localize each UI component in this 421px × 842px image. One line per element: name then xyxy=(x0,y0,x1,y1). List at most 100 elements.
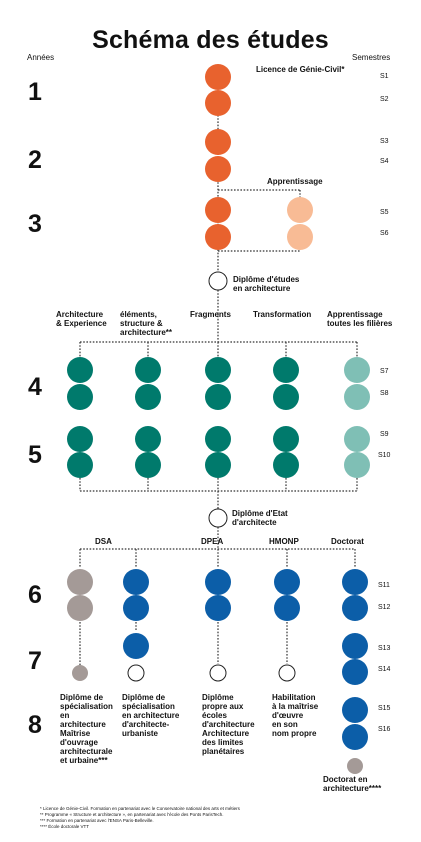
semester-dot-doctorat xyxy=(342,724,368,750)
semester-dot-apprentissage-master xyxy=(344,426,370,452)
semester-dot-master xyxy=(67,384,93,410)
semester-s6: S6 xyxy=(380,230,389,237)
semester-s5: S5 xyxy=(380,209,389,216)
outcome-hmonp: Habilitation à la maîtrise d'œuvre en son no… xyxy=(272,693,319,738)
semester-dot-doctorat xyxy=(342,697,368,723)
track-dpea: DPEA xyxy=(201,537,224,546)
semester-s3: S3 xyxy=(380,138,389,145)
semester-dot-doctorat xyxy=(342,659,368,685)
year-2: 2 xyxy=(28,146,42,174)
semesters-header: Semestres xyxy=(352,53,391,62)
semester-dot-master xyxy=(67,357,93,383)
footnote-3: *** Formation en partenariat avec l'ENSA… xyxy=(40,818,154,823)
semester-dot-doctorat xyxy=(342,595,368,621)
semester-dot-dsa-urbaniste xyxy=(123,595,149,621)
semester-dot-doctorat xyxy=(342,569,368,595)
semester-s10: S10 xyxy=(378,452,391,459)
year-6: 6 xyxy=(28,581,42,609)
page-title: Schéma des études xyxy=(92,26,329,54)
track-architecture-experience: Architecture & Experience xyxy=(56,310,107,328)
semester-dot-master xyxy=(135,384,161,410)
semester-s8: S8 xyxy=(380,390,389,397)
semester-s15: S15 xyxy=(378,705,391,712)
semester-dot-apprentissage xyxy=(287,224,313,250)
semester-dot-master xyxy=(135,452,161,478)
outcome-circle-hmonp xyxy=(278,664,296,682)
semester-dot-master xyxy=(135,357,161,383)
semester-dot-licence xyxy=(205,224,231,250)
semester-s4: S4 xyxy=(380,158,389,165)
outcome-dot-doctorat xyxy=(347,758,363,774)
semester-dot-master xyxy=(205,452,231,478)
semester-dot-master xyxy=(273,452,299,478)
track-hmonp: HMONP xyxy=(269,537,299,546)
outcome-dsa-urbaniste: Diplôme de spécialisation en architecture d… xyxy=(122,693,180,738)
semester-dot-master xyxy=(273,426,299,452)
semester-s13: S13 xyxy=(378,645,391,652)
semester-dot-master xyxy=(67,426,93,452)
year-8: 8 xyxy=(28,711,42,739)
semester-dot-master xyxy=(205,384,231,410)
semester-s9: S9 xyxy=(380,431,389,438)
year-7: 7 xyxy=(28,647,42,675)
track-dsa: DSA xyxy=(95,537,112,546)
diplome-etudes-label: Diplôme d'études en architecture xyxy=(233,275,300,293)
semester-dot-master xyxy=(205,426,231,452)
footnote-4: **** École doctorale VTT xyxy=(40,824,90,829)
year-5: 5 xyxy=(28,441,42,469)
footnote-2: ** Programme « Structure et architecture… xyxy=(40,812,224,817)
semester-dot-dpea xyxy=(205,595,231,621)
outcome-dpea: Diplôme propre aux écoles d'architecture Arc… xyxy=(202,693,255,756)
year-3: 3 xyxy=(28,210,42,238)
outcome-doctorat: Doctorat en architecture**** xyxy=(323,775,382,793)
semester-s12: S12 xyxy=(378,604,391,611)
semester-dot-dpea xyxy=(205,569,231,595)
semester-dot-licence xyxy=(205,64,231,90)
outcome-circle-dsa-urbaniste xyxy=(127,664,145,682)
outcome-dsa-maitrise: Diplôme de spécialisation en architecture Ma… xyxy=(60,693,113,765)
years-header: Années xyxy=(27,53,55,62)
semester-dot-hmonp xyxy=(274,595,300,621)
diploma-etat-circle xyxy=(208,508,228,528)
diploma-etudes-circle xyxy=(208,271,228,291)
semester-dot-master xyxy=(135,426,161,452)
outcome-dot-dsa xyxy=(72,665,88,681)
semester-dot-licence xyxy=(205,197,231,223)
year-4: 4 xyxy=(28,373,42,401)
semester-s11: S11 xyxy=(378,582,390,589)
semester-s2: S2 xyxy=(380,96,389,103)
outcome-circle-dpea xyxy=(209,664,227,682)
semester-dot-master xyxy=(205,357,231,383)
semester-dot-dsa-urbaniste xyxy=(123,569,149,595)
semester-dot-master xyxy=(67,452,93,478)
semester-dot-apprentissage-master xyxy=(344,384,370,410)
semester-s14: S14 xyxy=(378,666,391,673)
track-fragments: Fragments xyxy=(190,310,231,319)
track-apprentissage-master: Apprentissage toutes les filières xyxy=(327,310,393,328)
semester-dot-master xyxy=(273,357,299,383)
year-1: 1 xyxy=(28,78,42,106)
licence-label: Licence de Génie-Civil* xyxy=(256,65,345,74)
footnotes: * Licence de Génie-Civil. Formation en p… xyxy=(40,806,240,830)
semester-dot-dsa-urbaniste xyxy=(123,633,149,659)
semester-dot-licence xyxy=(205,156,231,182)
semester-dot-master xyxy=(273,384,299,410)
apprentissage-label: Apprentissage xyxy=(267,177,323,186)
diplome-etat-label: Diplôme d'Etat d'architecte xyxy=(232,509,288,527)
semester-dot-hmonp xyxy=(274,569,300,595)
semester-dot-apprentissage xyxy=(287,197,313,223)
track-elements-structure: éléments, structure & architecture** xyxy=(120,310,173,337)
semester-s16: S16 xyxy=(378,726,391,733)
semester-dot-licence xyxy=(205,129,231,155)
semester-s1: S1 xyxy=(380,73,389,80)
track-doctorat: Doctorat xyxy=(331,537,364,546)
semester-dot-dsa xyxy=(67,569,93,595)
semester-dot-apprentissage-master xyxy=(344,452,370,478)
semester-dot-licence xyxy=(205,90,231,116)
footnote-1: * Licence de Génie-Civil. Formation en p… xyxy=(40,806,240,811)
semester-s7: S7 xyxy=(380,368,389,375)
semester-dot-dsa xyxy=(67,595,93,621)
semester-dot-apprentissage-master xyxy=(344,357,370,383)
semester-dot-doctorat xyxy=(342,633,368,659)
